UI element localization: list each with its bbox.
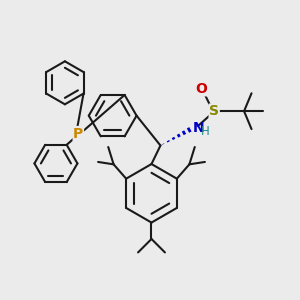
- Text: H: H: [201, 125, 210, 138]
- Text: O: O: [195, 82, 207, 96]
- Text: P: P: [73, 127, 83, 141]
- Text: N: N: [193, 121, 204, 135]
- Text: S: S: [209, 104, 219, 118]
